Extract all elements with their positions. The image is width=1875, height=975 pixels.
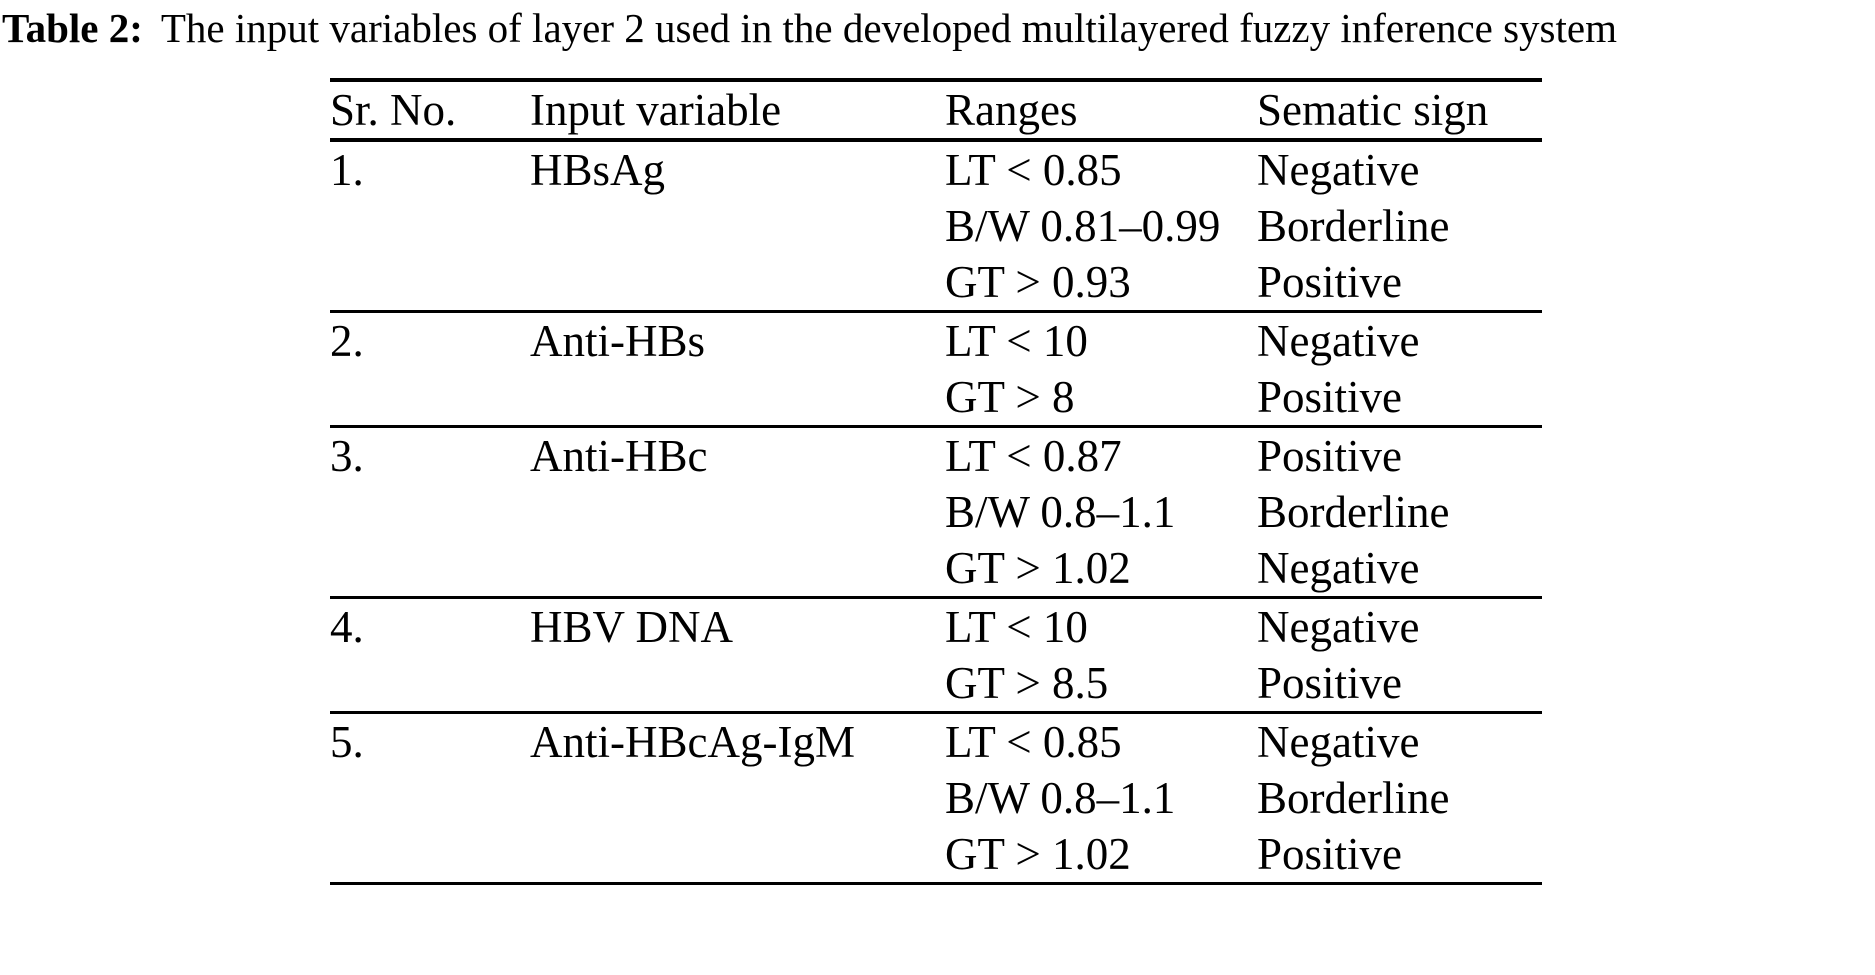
range-line: LT < 0.87	[945, 431, 1122, 481]
sematic-sign-line: Negative	[1257, 145, 1420, 195]
table-row: 1. HBsAg LT < 0.85 B/W 0.81–0.99 GT > 0.…	[330, 140, 1542, 313]
sr-no-cell: 5.	[330, 712, 530, 885]
range-line: GT > 0.93	[945, 257, 1131, 307]
input-variable-cell: Anti-HBs	[530, 311, 945, 428]
sematic-sign-cell: Positive Borderline Negative	[1257, 426, 1542, 599]
column-header-sematic-sign: Sematic sign	[1257, 78, 1542, 142]
ranges-cell: LT < 10 GT > 8.5	[945, 597, 1257, 714]
column-header-sr-no: Sr. No.	[330, 78, 530, 142]
sr-no-cell: 1.	[330, 140, 530, 313]
table-caption-label: Table 2:	[2, 5, 143, 51]
range-line: GT > 1.02	[945, 543, 1131, 593]
ranges-cell: LT < 0.87 B/W 0.8–1.1 GT > 1.02	[945, 426, 1257, 599]
ranges-cell: LT < 0.85 B/W 0.81–0.99 GT > 0.93	[945, 140, 1257, 313]
sematic-sign-line: Borderline	[1257, 487, 1450, 537]
sematic-sign-line: Negative	[1257, 316, 1420, 366]
table-row: 3. Anti-HBc LT < 0.87 B/W 0.8–1.1 GT > 1…	[330, 426, 1542, 599]
table-row: 2. Anti-HBs LT < 10 GT > 8 Negative Posi…	[330, 311, 1542, 428]
range-line: B/W 0.8–1.1	[945, 487, 1176, 537]
header-row: Sr. No. Input variable Ranges Sematic si…	[330, 78, 1542, 142]
input-variable-cell: Anti-HBc	[530, 426, 945, 599]
input-variable-cell: HBV DNA	[530, 597, 945, 714]
ranges-cell: LT < 0.85 B/W 0.8–1.1 GT > 1.02	[945, 712, 1257, 885]
sematic-sign-cell: Negative Borderline Positive	[1257, 140, 1542, 313]
sematic-sign-line: Negative	[1257, 543, 1420, 593]
range-line: B/W 0.81–0.99	[945, 201, 1221, 251]
sematic-sign-cell: Negative Positive	[1257, 597, 1542, 714]
sematic-sign-line: Borderline	[1257, 201, 1450, 251]
range-line: LT < 0.85	[945, 717, 1122, 767]
sematic-sign-line: Positive	[1257, 431, 1403, 481]
range-line: GT > 1.02	[945, 829, 1131, 879]
input-variable-cell: Anti-HBcAg-IgM	[530, 712, 945, 885]
sematic-sign-line: Positive	[1257, 829, 1403, 879]
sematic-sign-line: Positive	[1257, 658, 1403, 708]
sematic-sign-cell: Negative Positive	[1257, 311, 1542, 428]
range-line: LT < 0.85	[945, 145, 1122, 195]
sr-no-cell: 2.	[330, 311, 530, 428]
sr-no-cell: 3.	[330, 426, 530, 599]
range-line: B/W 0.8–1.1	[945, 773, 1176, 823]
sematic-sign-line: Negative	[1257, 717, 1420, 767]
range-line: GT > 8.5	[945, 658, 1109, 708]
range-line: GT > 8	[945, 372, 1075, 422]
table-caption-text: The input variables of layer 2 used in t…	[160, 5, 1617, 51]
ranges-cell: LT < 10 GT > 8	[945, 311, 1257, 428]
sr-no-cell: 4.	[330, 597, 530, 714]
sematic-sign-line: Negative	[1257, 602, 1420, 652]
column-header-ranges: Ranges	[945, 78, 1257, 142]
sematic-sign-line: Positive	[1257, 257, 1403, 307]
input-variables-table: Sr. No. Input variable Ranges Sematic si…	[330, 78, 1542, 885]
input-variable-cell: HBsAg	[530, 140, 945, 313]
range-line: LT < 10	[945, 316, 1088, 366]
sematic-sign-line: Borderline	[1257, 773, 1450, 823]
sematic-sign-line: Positive	[1257, 372, 1403, 422]
table-row: 4. HBV DNA LT < 10 GT > 8.5 Negative Pos…	[330, 597, 1542, 714]
table-row: 5. Anti-HBcAg-IgM LT < 0.85 B/W 0.8–1.1 …	[330, 712, 1542, 885]
sematic-sign-cell: Negative Borderline Positive	[1257, 712, 1542, 885]
range-line: LT < 10	[945, 602, 1088, 652]
table-caption: Table 2: The input variables of layer 2 u…	[2, 2, 1617, 54]
column-header-input-variable: Input variable	[530, 78, 945, 142]
